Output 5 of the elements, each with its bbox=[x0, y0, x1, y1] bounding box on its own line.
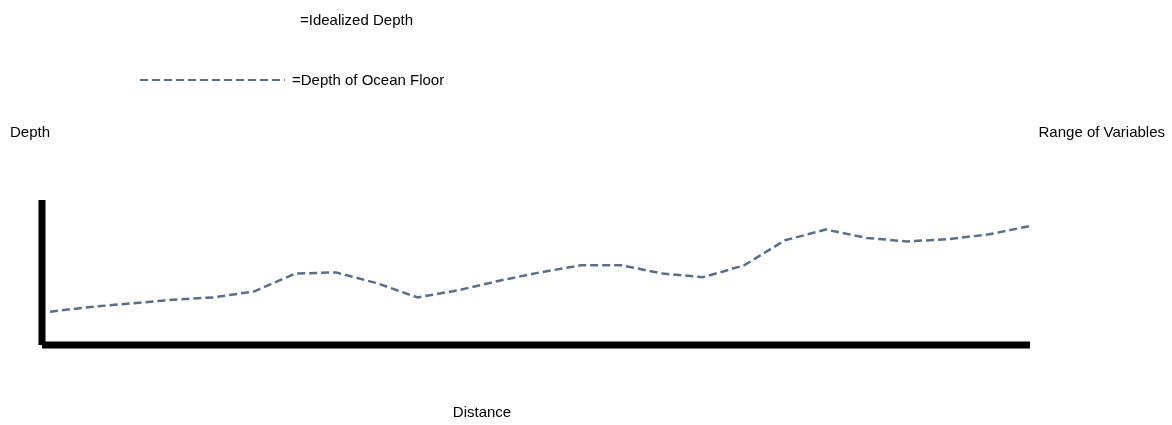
text: =Idealized Depth bbox=[300, 11, 413, 28]
text: =Depth of Ocean Floor bbox=[292, 71, 445, 88]
text: Range of Variables bbox=[1038, 123, 1165, 140]
x-axis-title: Distance bbox=[452, 403, 512, 420]
text: Depth bbox=[10, 123, 51, 140]
